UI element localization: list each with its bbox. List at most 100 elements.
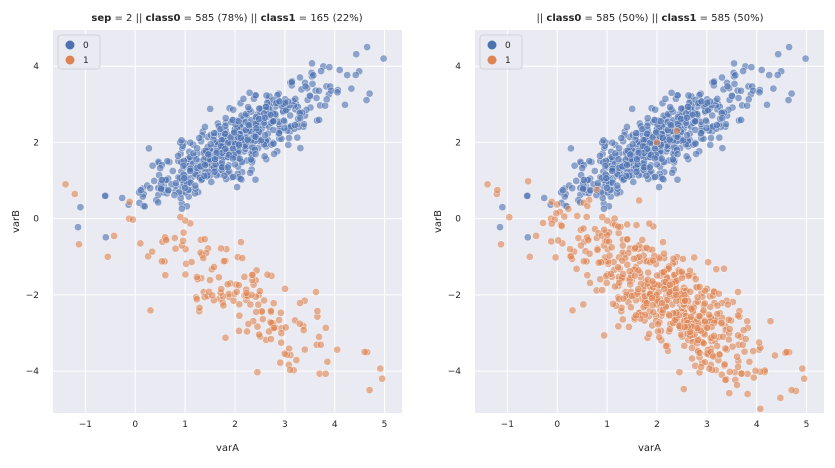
x-tick-label: 2 [654, 420, 660, 430]
scatter-point-class-0 [608, 166, 617, 175]
scatter-point-class-0 [317, 67, 325, 75]
scatter-point-class-0 [300, 120, 308, 129]
scatter-point-class-0 [251, 175, 260, 184]
scatter-point-class-1 [568, 306, 577, 315]
scatter-point-class-1 [648, 277, 657, 286]
scatter-point-class-0 [301, 82, 310, 91]
scatter-point-class-1 [277, 329, 286, 337]
legend-frame [479, 34, 523, 70]
scatter-point-class-0 [351, 71, 360, 79]
scatter-point-class-0 [645, 163, 654, 172]
scatter-point-class-1 [220, 257, 228, 266]
scatter-point-class-0 [286, 111, 295, 120]
scatter-point-class-0 [691, 126, 700, 134]
scatter-point-class-1 [223, 280, 232, 289]
scatter-point-class-1 [693, 293, 702, 302]
y-tick-label: 4 [455, 62, 461, 72]
scatter-point-class-0 [691, 117, 699, 126]
scatter-point-class-0 [632, 167, 641, 176]
x-tick-label: 0 [554, 420, 560, 430]
scatter-point-class-1 [701, 286, 710, 295]
scatter-point-class-1 [725, 389, 734, 398]
scatter-point-class-0 [523, 233, 532, 242]
scatter-point-class-1 [235, 327, 243, 335]
scatter-point-class-1 [631, 243, 640, 252]
scatter-point-class-1 [688, 354, 696, 363]
scatter-point-class-1 [655, 333, 664, 342]
scatter-point-class-0 [601, 162, 610, 170]
scatter-point-class-1 [586, 279, 594, 287]
scatter-point-class-1 [238, 254, 247, 262]
scatter-point-class-0 [723, 82, 732, 91]
scatter-point-class-0 [251, 150, 260, 158]
scatter-point-class-0 [186, 138, 195, 147]
scatter-point-class-1 [275, 316, 283, 324]
scatter-point-class-1 [295, 319, 304, 328]
title-segment: || [536, 13, 546, 24]
x-tick-label: 3 [282, 420, 288, 430]
plot-area [53, 30, 402, 413]
scatter-point-class-0 [343, 71, 352, 79]
x-axis-label: varA [638, 443, 661, 454]
scatter-point-class-0 [179, 162, 188, 170]
scatter-point-class-0 [568, 184, 577, 193]
scatter-point-class-1 [645, 330, 653, 338]
scatter-point-class-1 [171, 244, 180, 253]
scatter-point-class-1 [737, 369, 746, 378]
scatter-point-class-1 [267, 307, 275, 315]
scatter-point-class-1 [680, 341, 689, 350]
scatter-point-class-0 [293, 133, 302, 142]
scatter-point-class-1 [700, 299, 709, 308]
scatter-point-class-1 [592, 185, 601, 194]
scatter-point-class-0 [731, 71, 740, 80]
scatter-point-class-1 [733, 381, 741, 389]
title-segment: class1 [662, 13, 697, 24]
scatter-point-class-0 [652, 128, 661, 137]
scatter-point-class-1 [600, 331, 608, 340]
title-segment: class0 [146, 13, 181, 24]
scatter-point-class-0 [335, 66, 344, 74]
scatter-point-class-1 [720, 264, 728, 273]
scatter-point-class-0 [170, 191, 179, 199]
scatter-point-class-0 [728, 91, 736, 100]
y-axis-label: varB [11, 210, 22, 233]
x-axis-label: varA [216, 443, 239, 454]
scatter-point-class-1 [756, 404, 765, 413]
scatter-point-class-1 [734, 288, 742, 296]
x-tick-label: 5 [382, 420, 388, 430]
title-segment: class1 [261, 13, 296, 24]
scatter-point-class-0 [684, 91, 693, 100]
scatter-point-class-1 [497, 240, 505, 249]
scatter-point-class-1 [505, 213, 514, 222]
scatter-point-class-1 [323, 357, 332, 366]
scatter-point-class-1 [594, 258, 603, 267]
title-segment: = 165 (22%) [296, 13, 363, 24]
scatter-point-class-1 [713, 301, 722, 310]
scatter-point-class-1 [70, 190, 79, 198]
scatter-point-class-0 [730, 59, 738, 68]
legend-marker-0 [65, 40, 75, 50]
scatter-point-class-1 [128, 215, 137, 224]
scatter-point-class-1 [658, 299, 666, 307]
scatter-point-class-1 [724, 315, 733, 324]
scatter-point-class-1 [649, 256, 658, 265]
scatter-point-class-1 [525, 252, 534, 261]
scatter-point-class-0 [613, 181, 622, 190]
title-segment: = 585 (78%) || [180, 13, 260, 24]
scatter-point-class-1 [687, 312, 695, 321]
scatter-point-class-1 [634, 285, 643, 293]
scatter-point-class-0 [702, 124, 711, 132]
y-tick-label: −4 [448, 367, 462, 377]
scatter-point-class-1 [524, 177, 532, 186]
scatter-point-class-0 [333, 88, 342, 97]
scatter-point-class-0 [692, 150, 700, 158]
scatter-point-class-1 [626, 280, 635, 289]
scatter-point-class-0 [684, 102, 692, 111]
scatter-point-class-1 [672, 290, 680, 299]
scatter-point-class-1 [602, 279, 611, 287]
scatter-point-class-0 [755, 88, 764, 97]
scatter-point-class-0 [195, 134, 204, 142]
scatter-point-class-1 [215, 273, 223, 282]
scatter-point-class-1 [709, 352, 718, 361]
scatter-point-class-1 [234, 281, 243, 290]
